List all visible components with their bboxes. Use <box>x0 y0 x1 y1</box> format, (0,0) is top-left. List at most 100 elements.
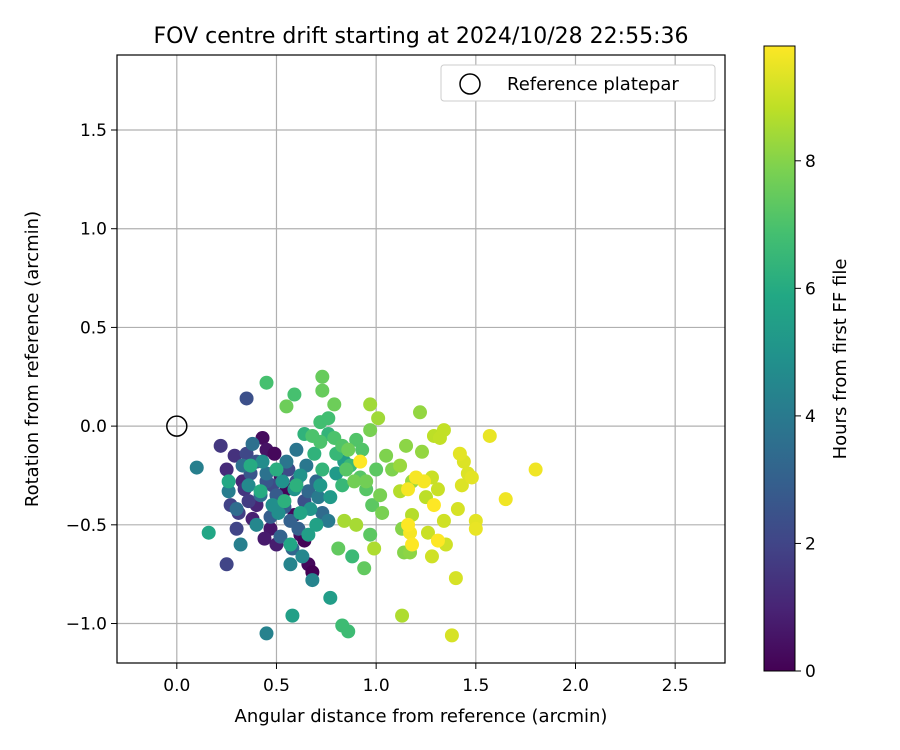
data-point <box>265 498 280 513</box>
data-point <box>227 448 242 463</box>
data-point <box>444 628 459 643</box>
data-point <box>436 423 451 438</box>
colorbar-tick-label: 2 <box>805 534 816 554</box>
data-point <box>349 517 364 532</box>
y-tick-label: 0.5 <box>80 318 107 338</box>
data-point <box>373 488 388 503</box>
data-point <box>399 438 414 453</box>
data-point <box>347 474 362 489</box>
data-point <box>277 494 292 509</box>
data-point <box>249 517 264 532</box>
data-point <box>213 438 228 453</box>
data-point <box>221 474 236 489</box>
data-point <box>293 505 308 520</box>
data-point <box>413 405 428 420</box>
x-tick-label: 1.0 <box>363 676 390 696</box>
data-point <box>420 525 435 540</box>
data-point <box>295 549 310 564</box>
x-tick-label: 0.0 <box>163 676 190 696</box>
data-point <box>331 541 346 556</box>
x-tick-label: 1.5 <box>462 676 489 696</box>
data-point <box>315 383 330 398</box>
data-point <box>355 442 370 457</box>
data-point <box>409 470 424 485</box>
data-point <box>301 527 316 542</box>
colorbar <box>763 45 796 672</box>
data-point <box>405 537 420 552</box>
y-axis-ticks: −1.0 −0.5 0.0 0.5 1.0 1.5 <box>66 121 117 635</box>
data-point <box>468 521 483 536</box>
data-point <box>379 448 394 463</box>
data-point <box>267 446 282 461</box>
x-axis-ticks: 0.0 0.5 1.0 1.5 2.0 2.5 <box>163 663 689 696</box>
x-tick-label: 2.5 <box>662 676 689 696</box>
data-point <box>283 557 298 572</box>
data-point <box>426 498 441 513</box>
scatter-points <box>189 369 543 643</box>
data-point <box>241 478 256 493</box>
data-point <box>257 531 272 546</box>
data-point <box>255 454 270 469</box>
data-point <box>345 549 360 564</box>
data-point <box>229 521 244 536</box>
data-point <box>287 387 302 402</box>
data-point <box>279 454 294 469</box>
y-axis-label: Rotation from reference (arcmin) <box>22 211 43 507</box>
data-point <box>243 458 258 473</box>
data-point <box>315 369 330 384</box>
x-tick-label: 2.0 <box>562 676 589 696</box>
colorbar-ticks: 0 2 4 6 8 <box>795 152 816 682</box>
data-point <box>279 399 294 414</box>
data-point <box>357 561 372 576</box>
data-point <box>259 626 274 641</box>
data-point <box>341 442 356 457</box>
data-point <box>221 484 236 499</box>
data-point <box>363 527 378 542</box>
data-point <box>233 537 248 552</box>
data-point <box>309 517 324 532</box>
y-tick-label: −0.5 <box>66 516 107 536</box>
data-point <box>239 391 254 406</box>
data-point <box>430 533 445 548</box>
data-point <box>273 529 288 544</box>
data-point <box>323 590 338 605</box>
chart-title: FOV centre drift starting at 2024/10/28 … <box>154 24 689 49</box>
data-point <box>305 573 320 588</box>
data-point <box>401 482 416 497</box>
data-point <box>219 557 234 572</box>
data-point <box>367 541 382 556</box>
data-point <box>401 517 416 532</box>
y-tick-label: 1.5 <box>80 121 107 141</box>
data-point <box>313 478 328 493</box>
reference-point <box>166 415 188 437</box>
data-point <box>341 624 356 639</box>
y-tick-label: 1.0 <box>80 220 107 240</box>
legend-box <box>440 64 716 102</box>
data-point <box>335 478 350 493</box>
colorbar-tick-label: 4 <box>805 407 816 427</box>
data-point <box>275 474 290 489</box>
data-point <box>285 608 300 623</box>
data-point <box>430 482 445 497</box>
y-tick-label: 0.0 <box>80 417 107 437</box>
plot-frame <box>116 54 726 664</box>
data-point <box>365 498 380 513</box>
data-point <box>289 478 304 493</box>
reference-marker <box>166 415 188 437</box>
data-point <box>395 608 410 623</box>
data-point <box>337 513 352 528</box>
x-tick-label: 0.5 <box>263 676 290 696</box>
data-point <box>369 462 384 477</box>
data-point <box>311 490 326 505</box>
y-tick-label: −1.0 <box>66 615 107 635</box>
data-point <box>219 462 234 477</box>
colorbar-tick-label: 0 <box>805 662 816 682</box>
data-point <box>414 444 429 459</box>
grid-lines <box>117 55 725 663</box>
data-point <box>269 462 284 477</box>
data-point <box>498 492 513 507</box>
data-point <box>375 505 390 520</box>
data-point <box>464 470 479 485</box>
data-point <box>323 490 338 505</box>
